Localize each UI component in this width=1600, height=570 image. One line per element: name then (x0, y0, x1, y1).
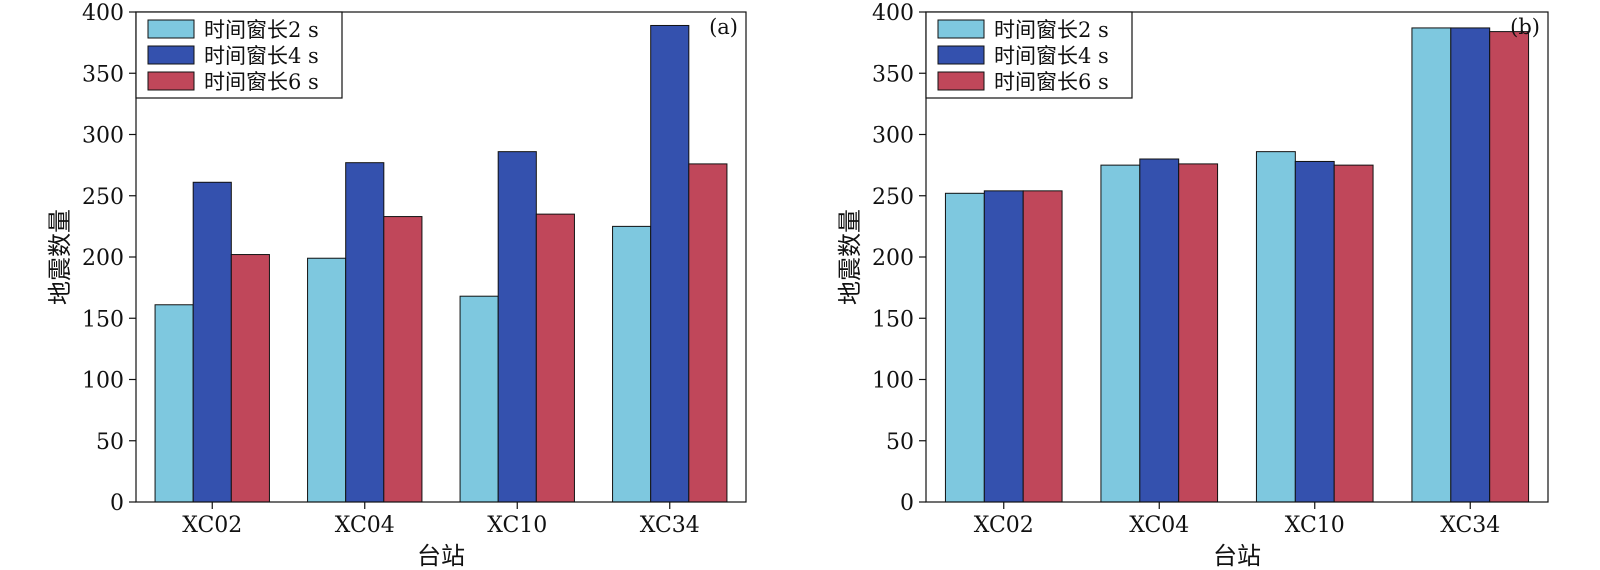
legend-label-series-1: 时间窗长2 s (994, 18, 1109, 42)
bar-xc34-series-2 (650, 24, 690, 503)
y-tick-label: 200 (82, 246, 124, 271)
x-tick-label-xc04: XC04 (1129, 513, 1189, 538)
y-tick-label: 150 (872, 307, 914, 332)
legend-label-series-3: 时间窗长6 s (994, 70, 1109, 94)
bar-xc10-series-3 (1333, 164, 1374, 503)
legend-label-series-2: 时间窗长4 s (204, 44, 319, 68)
y-tick-label: 300 (872, 124, 914, 149)
bar-xc34-series-3 (688, 163, 728, 503)
x-axis-label: 台站 (1213, 542, 1261, 570)
bar-xc04-series-3 (1178, 163, 1219, 503)
y-tick-label: 350 (872, 62, 914, 87)
y-tick-label: 200 (872, 246, 914, 271)
chart-panel-b: 0 50 100 150 200 250 300 350 400 XC02 XC04 XC10 XC34… (836, 1, 1549, 570)
legend-swatch-series-3 (147, 71, 195, 91)
bar-xc02-series-3 (230, 254, 270, 503)
x-tick-label-xc34: XC34 (640, 513, 700, 538)
bar-xc34-series-2 (1450, 27, 1491, 503)
x-tick-label-xc10: XC10 (1285, 513, 1345, 538)
chart-panel-a: 0 50 100 150 200 250 300 350 400 XC02 XC04 XC10 XC34… (46, 1, 747, 570)
legend-label-series-3: 时间窗长6 s (204, 70, 319, 94)
bar-xc04-series-2 (345, 162, 385, 503)
bar-xc10-series-1 (459, 295, 499, 503)
y-tick-label: 0 (110, 491, 124, 516)
legend-label-series-2: 时间窗长4 s (994, 44, 1109, 68)
bar-xc02-series-2 (192, 181, 232, 503)
legend-swatch-series-2 (147, 45, 195, 65)
legend-label-series-1: 时间窗长2 s (204, 18, 319, 42)
bar-xc04-series-1 (1100, 164, 1141, 503)
y-tick-label: 0 (900, 491, 914, 516)
x-tick-label-xc02: XC02 (182, 513, 242, 538)
bar-xc34-series-3 (1489, 31, 1530, 503)
y-tick-label: 400 (82, 1, 124, 26)
x-tick-label-xc34: XC34 (1440, 513, 1500, 538)
bar-xc34-series-1 (1411, 27, 1452, 503)
bar-xc02-series-1 (154, 304, 194, 503)
x-tick-label-xc04: XC04 (335, 513, 395, 538)
y-tick-label: 100 (82, 369, 124, 394)
y-tick-label: 300 (82, 124, 124, 149)
bar-xc04-series-3 (383, 216, 423, 503)
y-tick-label: 400 (872, 1, 914, 26)
x-tick-label-xc10: XC10 (487, 513, 547, 538)
legend-swatch-series-1 (147, 19, 195, 39)
panel-tag: (a) (709, 15, 738, 39)
bar-xc34-series-1 (612, 225, 652, 503)
bar-xc10-series-2 (1294, 160, 1335, 503)
y-tick-label: 100 (872, 369, 914, 394)
bar-xc10-series-1 (1255, 151, 1296, 503)
y-axis-label: 地震数量 (46, 209, 74, 305)
y-axis-label: 地震数量 (836, 209, 864, 305)
legend-swatch-series-1 (937, 19, 985, 39)
x-axis-label: 台站 (417, 542, 465, 570)
bar-xc02-series-3 (1022, 190, 1063, 503)
legend-swatch-series-3 (937, 71, 985, 91)
panel-tag: (b) (1510, 15, 1540, 39)
y-tick-label: 150 (82, 307, 124, 332)
y-tick-label: 250 (872, 185, 914, 210)
bar-xc10-series-3 (535, 213, 575, 503)
bar-xc04-series-1 (307, 257, 347, 503)
bar-xc10-series-2 (497, 151, 537, 503)
bar-xc02-series-1 (944, 192, 985, 503)
legend-swatch-series-2 (937, 45, 985, 65)
y-tick-label: 250 (82, 185, 124, 210)
bar-xc04-series-2 (1139, 158, 1180, 503)
y-tick-label: 350 (82, 62, 124, 87)
y-tick-label: 50 (886, 430, 914, 455)
x-tick-label-xc02: XC02 (974, 513, 1034, 538)
y-tick-label: 50 (96, 430, 124, 455)
bar-xc02-series-2 (983, 190, 1024, 503)
